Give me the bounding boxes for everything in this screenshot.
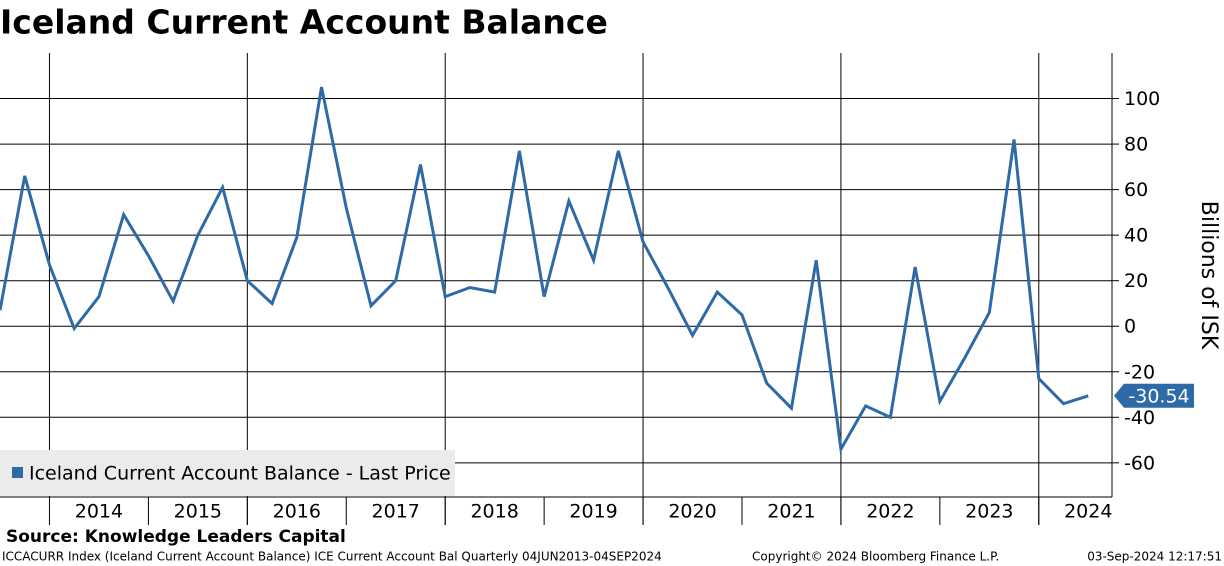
legend-swatch xyxy=(12,467,23,478)
legend-label: Iceland Current Account Balance - Last P… xyxy=(29,463,451,485)
x-tick-label: 2020 xyxy=(668,501,716,523)
y-tick-label: 60 xyxy=(1124,179,1148,201)
source: Source: Knowledge Leaders Capital xyxy=(6,527,346,547)
x-tick-label: 2019 xyxy=(569,501,617,523)
x-tick-label: 2022 xyxy=(866,501,914,523)
x-tick-label: 2015 xyxy=(174,501,222,523)
y-tick-label: -20 xyxy=(1124,361,1155,383)
y-tick-label: -40 xyxy=(1124,407,1155,429)
y-tick-label: 80 xyxy=(1124,134,1148,156)
x-tick-label: 2014 xyxy=(75,501,123,523)
last-price-tag xyxy=(1114,383,1194,408)
x-tick-label: 2024 xyxy=(1064,501,1112,523)
y-tick-label: -60 xyxy=(1124,452,1155,474)
y-axis-label: Billions of ISK xyxy=(1196,201,1221,350)
x-tick-label: 2017 xyxy=(372,501,420,523)
last-price-label: -30.54 xyxy=(1128,385,1189,407)
y-tick-label: 100 xyxy=(1124,88,1160,110)
x-tick-label: 2023 xyxy=(965,501,1013,523)
y-tick-label: 40 xyxy=(1124,225,1148,247)
y-tick-label: 0 xyxy=(1124,316,1136,338)
footer-left: ICCACURR Index (Iceland Current Account … xyxy=(2,550,662,564)
footer-right: 03-Sep-2024 12:17:51 xyxy=(1087,550,1222,564)
footer-center: Copyright© 2024 Bloomberg Finance L.P. xyxy=(752,550,999,564)
series-line xyxy=(0,86,1089,454)
y-tick-label: 20 xyxy=(1124,270,1148,292)
x-tick-label: 2021 xyxy=(767,501,815,523)
x-tick-label: 2018 xyxy=(470,501,518,523)
legend-box xyxy=(0,450,455,496)
x-tick-label: 2016 xyxy=(273,501,321,523)
chart-title: Iceland Current Account Balance xyxy=(0,3,608,42)
